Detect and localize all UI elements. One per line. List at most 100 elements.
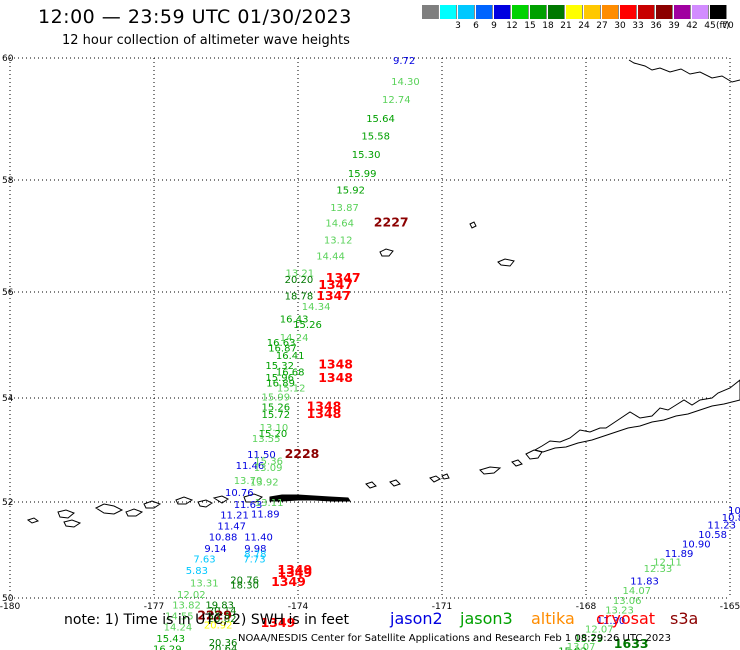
wave-height-value: 11.50	[247, 450, 276, 461]
wave-height-value: 16.87	[268, 343, 297, 354]
umnak-island	[479, 466, 502, 475]
wave-height-value: 13.10	[260, 423, 289, 434]
wave-height-value: 11.46	[236, 461, 265, 472]
satellite-jason2: jason2	[390, 609, 443, 628]
wave-height-value: 20.82	[208, 614, 237, 625]
satellite-s3a: s3a	[670, 609, 699, 628]
latitude-label: 50	[2, 594, 14, 604]
wave-height-value: 16.29	[153, 645, 182, 650]
legend-label: 27	[596, 21, 608, 31]
wave-height-value: 13.87	[330, 203, 359, 214]
wave-height-value: 14.07	[623, 586, 652, 597]
overpass-time-label: 1347	[316, 288, 351, 303]
overpass-time-label: 1633	[614, 636, 649, 650]
overpass-time-label: 1348	[318, 356, 353, 371]
wave-height-value: 12.11	[653, 557, 682, 568]
wave-height-value: 14.64	[325, 219, 354, 230]
wave-height-value: 11.21	[220, 510, 249, 521]
wave-height-value: 13.92	[250, 477, 279, 488]
adak-island	[243, 493, 263, 503]
legend-label: 45	[704, 21, 716, 31]
wave-height-value: 15.93	[558, 647, 587, 650]
wave-height-value: 15.72	[262, 410, 291, 421]
wave-height-value: 13.70	[234, 476, 263, 487]
legend-label: 39	[668, 21, 680, 31]
wave-height-value: 13.21	[286, 268, 315, 279]
legend-unit: (ft)	[716, 21, 730, 31]
wave-height-value: 13.09	[254, 463, 283, 474]
map-title: 12:00 — 23:59 UTC 01/30/2023	[38, 6, 352, 28]
wave-height-value: 12.74	[382, 95, 411, 106]
axis-labels: 60 58 56 54 52 50-180 -177 -174 -171 -168 -165	[0, 54, 740, 612]
wave-height-value: 10.76	[225, 488, 254, 499]
latitude-label: 56	[2, 288, 14, 298]
wave-height-value: 13.11	[255, 498, 284, 509]
overpass-time-label: 1348	[307, 406, 342, 421]
wave-height-value: 15.58	[361, 132, 390, 143]
legend-swatch	[710, 5, 727, 19]
legend-label: 9	[491, 21, 497, 31]
legend-label: 33	[632, 21, 644, 31]
wave-height-value: 16.41	[276, 351, 305, 362]
legend-label: 21	[560, 21, 572, 31]
wave-height-value: 14.34	[302, 302, 331, 313]
wave-height-value: 10.81	[722, 513, 740, 524]
satellite-cryosat: cryosat	[596, 609, 656, 628]
wave-height-value: 8.78	[244, 550, 266, 561]
andreanof-islands	[269, 494, 351, 502]
unimak-island	[525, 449, 543, 460]
wave-height-value: 5.83	[186, 566, 208, 577]
legend-swatch	[620, 5, 637, 19]
wave-height-value: 11.47	[217, 521, 246, 532]
longitude-label: -165	[720, 602, 740, 612]
graticule	[9, 57, 731, 599]
wave-height-value: 15.26	[293, 320, 322, 331]
legend-label: 3	[455, 21, 461, 31]
wave-height-value: 11.89	[251, 509, 280, 520]
legend-label: 70	[722, 21, 734, 31]
st-paul-island	[497, 258, 515, 267]
wave-height-value: 18.78	[285, 291, 314, 302]
wave-height-value: 13.31	[190, 579, 219, 590]
wave-height-value: 12.07	[585, 625, 614, 636]
wave-height-value: 15.79	[575, 634, 604, 645]
wave-height-value: 7.73	[243, 555, 265, 566]
western-islet	[26, 517, 40, 524]
wave-height-value: 13.23	[605, 605, 634, 616]
wave-height-value: 15.64	[366, 114, 395, 125]
latitude-label: 52	[2, 498, 13, 508]
wave-height-value: 13.07	[567, 642, 596, 650]
legend-label: 42	[686, 21, 698, 31]
alaska-peninsula	[533, 379, 740, 453]
map-subtitle: 12 hour collection of altimeter wave hei…	[62, 33, 350, 48]
satellite-jason3: jason3	[460, 609, 513, 628]
legend-label: 6	[473, 21, 479, 31]
legend-label: 18	[542, 21, 554, 31]
islands-near-amukta	[429, 473, 450, 483]
overpass-time-label: 1349	[271, 574, 306, 589]
wave-height-value: 14.24	[164, 623, 193, 634]
islands-mid-aleutian	[365, 479, 401, 489]
wave-height-value: 15.30	[352, 150, 381, 161]
legend-label: 36	[650, 21, 662, 31]
wave-height-value: 10.58	[698, 530, 727, 541]
wave-height-value: 11.83	[630, 577, 659, 588]
wave-height-value: 15.32	[265, 361, 294, 372]
latitude-label: 54	[2, 394, 14, 404]
wave-height-value: 15.26	[262, 403, 291, 414]
coastline-land	[26, 59, 740, 528]
legend-swatch	[458, 5, 475, 19]
legend-swatch	[602, 5, 619, 19]
legend-swatch	[674, 5, 691, 19]
legend-label: 12	[506, 21, 518, 31]
wave-height-value: 16.68	[276, 368, 305, 379]
wave-height-value: 10.88	[209, 532, 238, 543]
overpass-time-label: 1348	[318, 370, 353, 385]
attu-island	[57, 509, 82, 528]
wave-height-value: 15.99	[262, 393, 291, 404]
wave-height-value: 15.12	[277, 384, 306, 395]
wave-height-value: 9.14	[204, 544, 226, 555]
legend-swatch	[530, 5, 547, 19]
